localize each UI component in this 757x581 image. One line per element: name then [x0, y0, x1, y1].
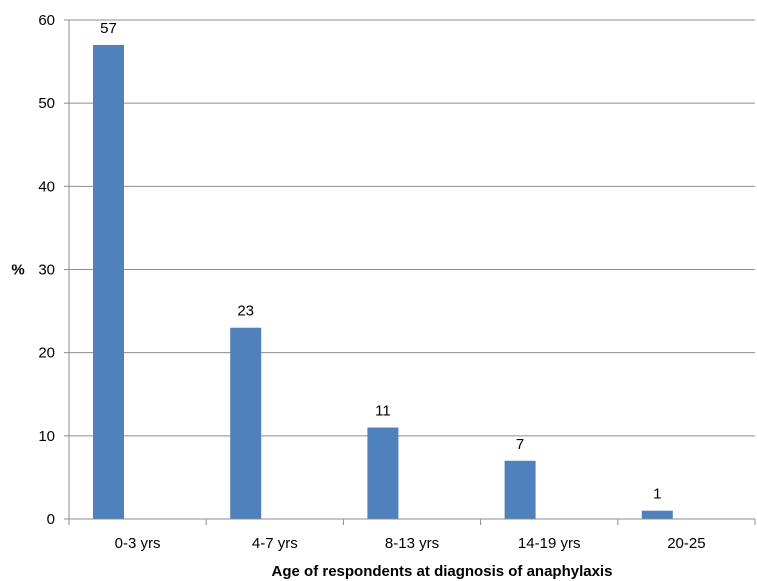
- y-axis-title: %: [11, 262, 24, 279]
- data-label: 11: [375, 403, 391, 420]
- y-tick-label: 50: [38, 95, 55, 112]
- x-tick-label: 0-3 yrs: [115, 535, 161, 552]
- x-tick-label: 14-19 yrs: [518, 535, 581, 552]
- y-tick-label: 60: [38, 12, 55, 29]
- x-tick-label: 4-7 yrs: [252, 535, 298, 552]
- x-tick-label: 20-25: [667, 535, 705, 552]
- gridlines: [69, 19, 755, 437]
- y-axis-ticks: 0 10 20 30 40 50 60: [38, 12, 69, 528]
- bar: [367, 427, 399, 519]
- bar: [230, 327, 262, 519]
- data-label: 23: [237, 303, 254, 320]
- data-label: 57: [100, 20, 117, 37]
- y-tick-label: 30: [38, 262, 55, 279]
- y-tick-label: 0: [47, 511, 55, 528]
- data-label: 7: [516, 436, 524, 453]
- bar: [93, 44, 124, 519]
- bars: [93, 44, 673, 519]
- bar: [641, 510, 673, 519]
- data-labels: 57 23 11 7 1: [100, 20, 661, 503]
- data-label: 1: [653, 486, 661, 503]
- y-tick-label: 10: [38, 428, 55, 445]
- x-axis-title: Age of respondents at diagnosis of anaph…: [272, 563, 613, 580]
- x-tick-label: 8-13 yrs: [385, 535, 439, 552]
- y-tick-label: 40: [38, 178, 55, 195]
- y-tick-label: 20: [38, 345, 55, 362]
- x-axis-ticks: 0-3 yrs 4-7 yrs 8-13 yrs 14-19 yrs 20-25: [68, 519, 756, 552]
- bar: [504, 460, 536, 519]
